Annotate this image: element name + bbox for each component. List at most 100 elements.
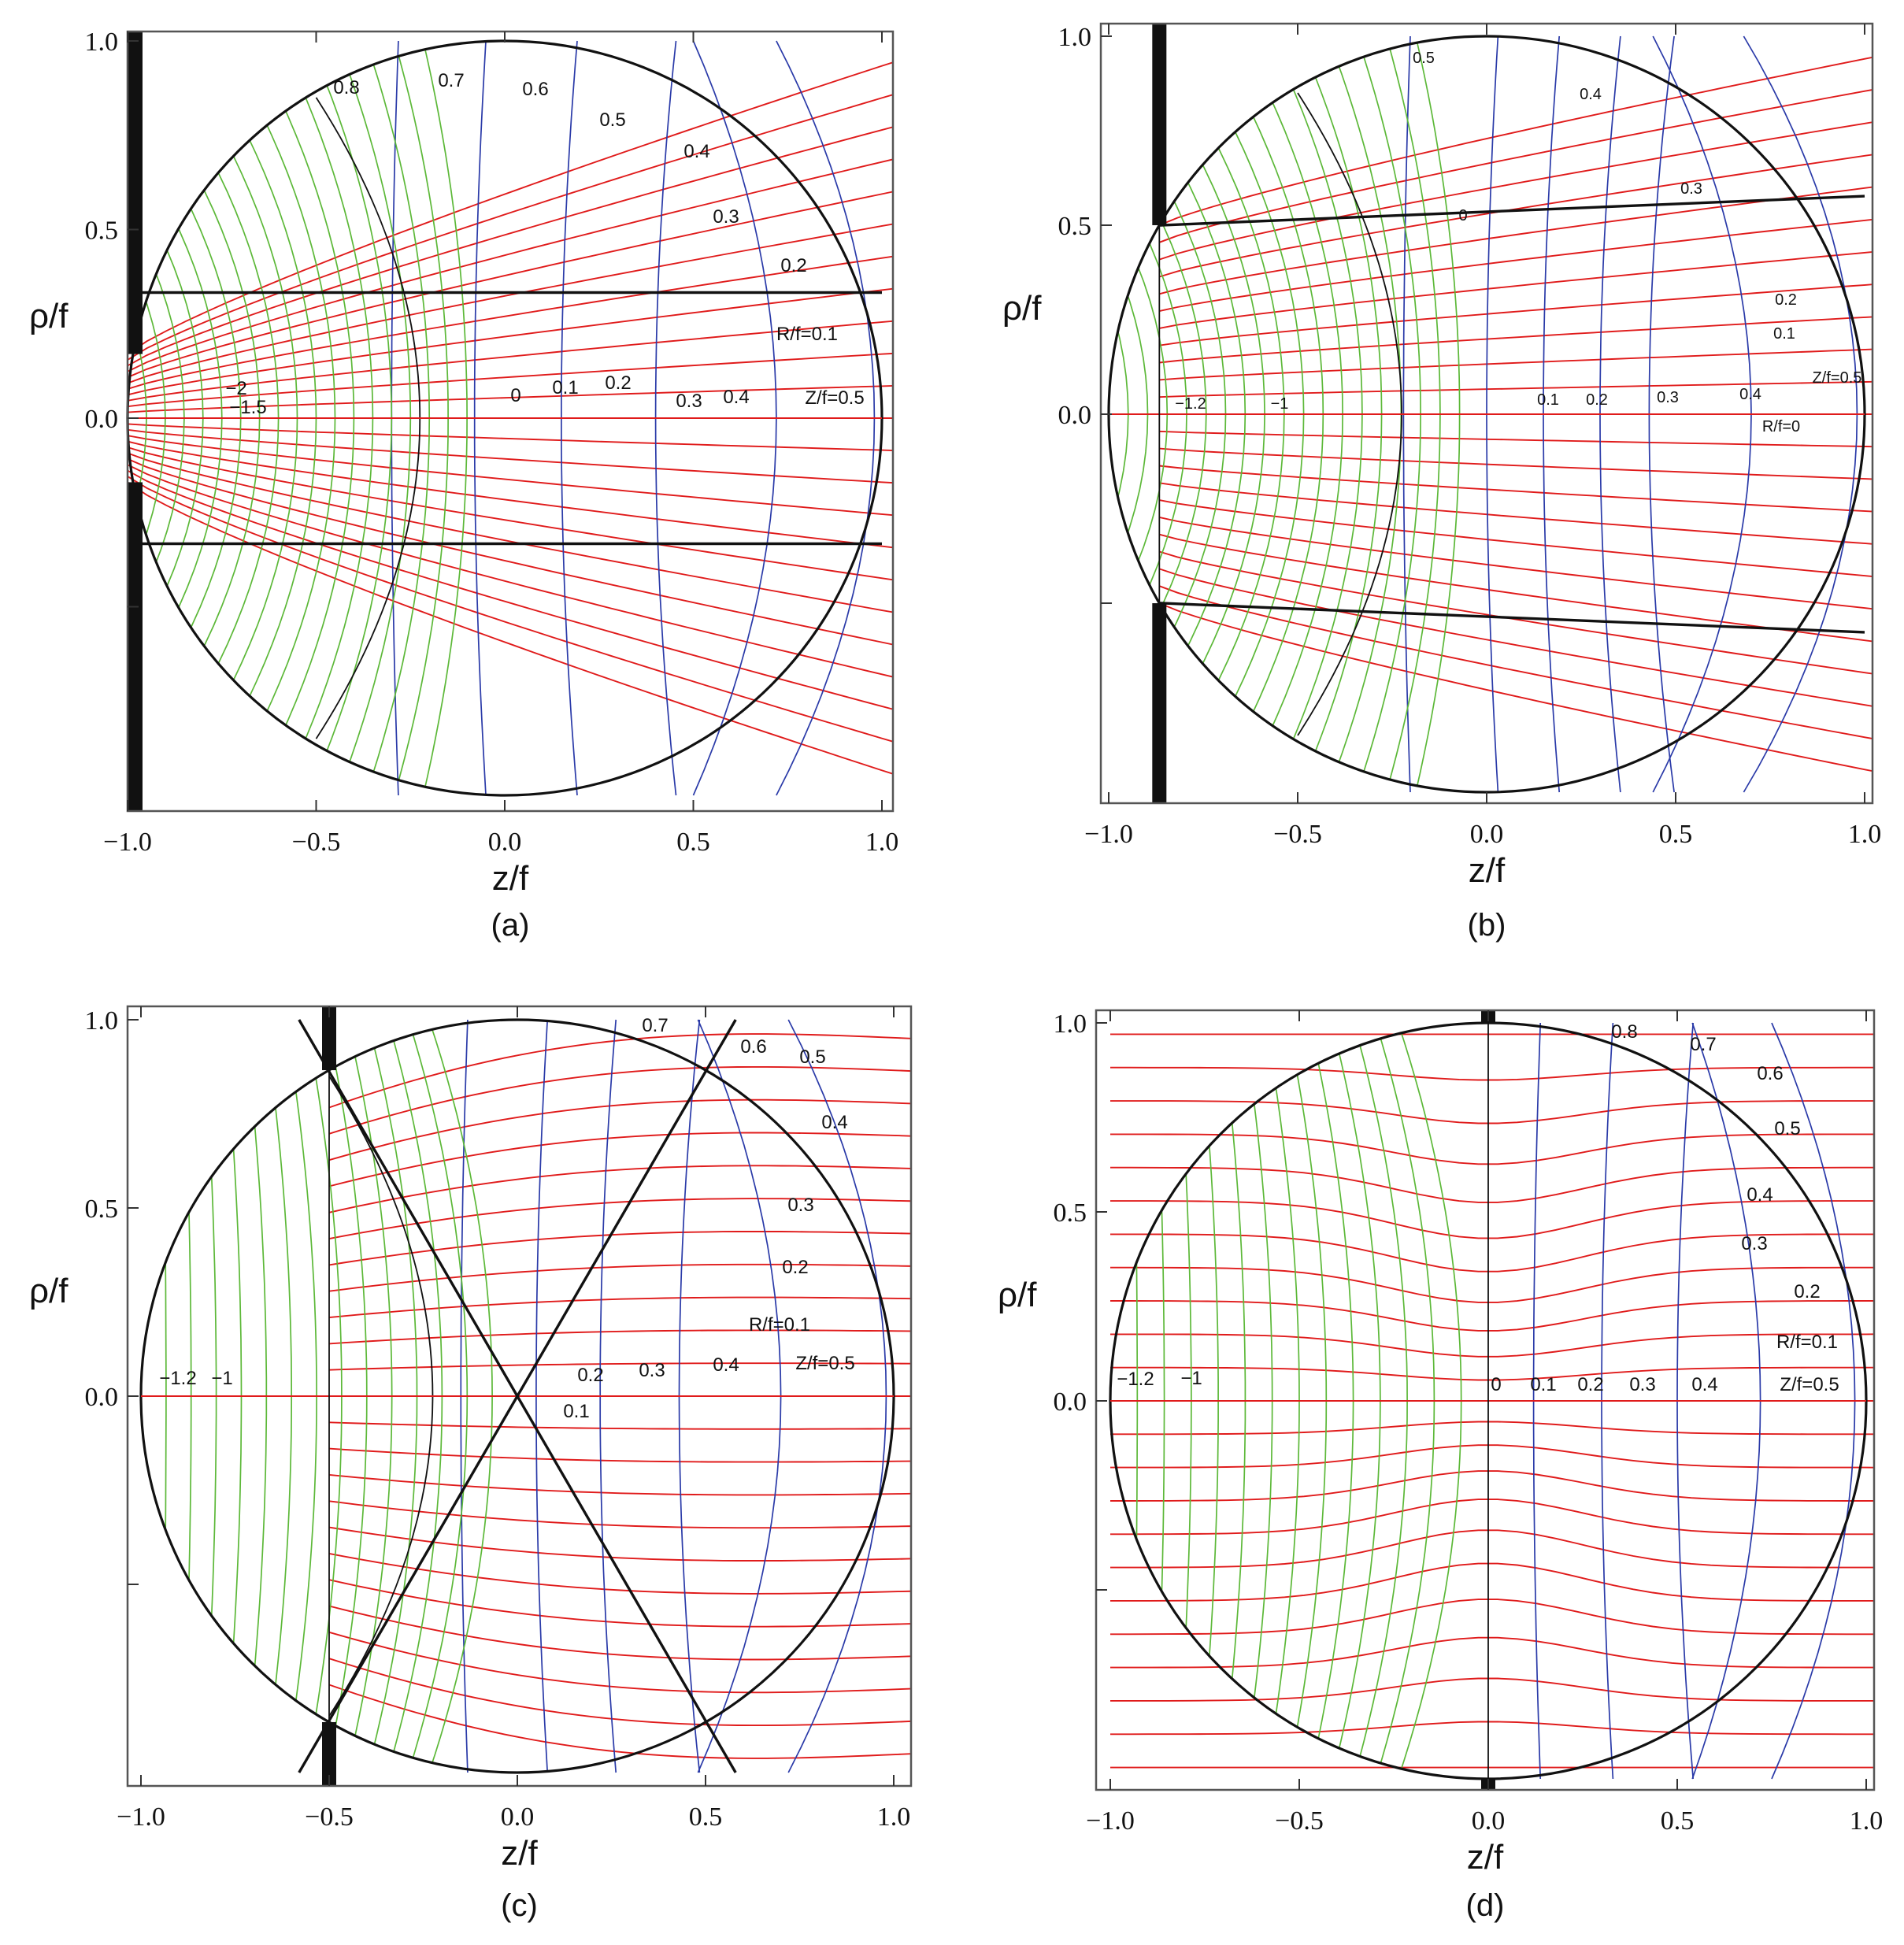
constant-r-curve [1110, 1421, 1874, 1436]
curve-annotation: Z/f=0.5 [1780, 1374, 1839, 1395]
constant-r-curve [1110, 1233, 1874, 1273]
constant-r-curve [328, 1198, 911, 1240]
curve-annotation: 0.4 [821, 1112, 847, 1133]
red-curve-set [1110, 1033, 1874, 1769]
curve-annotation: 0.3 [1680, 180, 1702, 198]
x-tick-label: −1.0 [1086, 1806, 1135, 1836]
constant-r-curve [128, 458, 893, 646]
x-tick-label: −1.0 [103, 828, 152, 857]
curve-annotation: R/f=0.1 [749, 1314, 810, 1336]
constant-r-curve [128, 384, 893, 413]
curve-annotation: −1.2 [1117, 1369, 1154, 1390]
constant-r-curve [1159, 568, 1873, 707]
constant-r-curve [1159, 482, 1873, 545]
curve-annotation: 0.3 [639, 1360, 665, 1381]
curve-annotation: 0.4 [1747, 1184, 1772, 1206]
constant-r-curve [1110, 1200, 1874, 1239]
constant-r-curve [128, 191, 893, 379]
inner-curve [1109, 36, 1129, 792]
screen-bar-lower [322, 1721, 336, 1786]
constant-r-curve [128, 94, 893, 361]
constant-r-curve [1110, 1066, 1874, 1081]
constant-r-curve [1159, 121, 1873, 261]
cone-line-lower [1159, 602, 1865, 634]
y-tick-label: 0.0 [85, 405, 119, 434]
screen-bar-upper [128, 31, 143, 354]
constant-r-curve [1110, 1333, 1874, 1358]
curve-annotation: 0.6 [522, 79, 548, 100]
constant-r-curve [328, 1658, 911, 1727]
curve-annotation: 0.5 [1413, 50, 1435, 67]
constant-r-curve [1159, 465, 1873, 513]
constant-r-curve [128, 440, 893, 549]
panel-caption: (b) [1468, 908, 1506, 943]
curve-annotation: −1.5 [229, 397, 266, 418]
curve-annotation: 0.3 [1741, 1233, 1767, 1254]
curve-annotation: −1.2 [159, 1368, 196, 1389]
curve-annotation: 0 [1458, 207, 1467, 224]
x-tick-label: −0.5 [1273, 820, 1322, 849]
constant-r-curve [328, 1579, 911, 1628]
constant-r-curve [128, 158, 893, 372]
constant-r-curve [1159, 516, 1873, 610]
y-tick-label: 0.5 [85, 217, 119, 246]
constant-r-curve [328, 1684, 911, 1759]
constant-r-curve [328, 1065, 911, 1135]
cone-line-upper [1159, 194, 1865, 227]
y-tick-label: 0.5 [1054, 1198, 1087, 1228]
curve-annotation: 0.5 [799, 1047, 825, 1068]
constant-r-curve [328, 1631, 911, 1694]
curve-annotation: 0 [510, 385, 520, 406]
x-tick-label: 0.0 [488, 828, 522, 857]
constant-r-curve [128, 223, 893, 384]
curve-annotation: 0.1 [1530, 1374, 1556, 1395]
curve-annotation: Z/f=0.5 [1813, 369, 1862, 387]
panel-caption: (a) [491, 908, 530, 943]
constant-r-curve [328, 1421, 911, 1430]
curve-annotation: 0.3 [787, 1195, 813, 1216]
y-tick-label: 0.0 [1054, 1387, 1087, 1417]
x-tick-label: 0.5 [1659, 820, 1693, 849]
curve-annotation: Z/f=0.5 [795, 1353, 854, 1374]
y-tick-label: 0.0 [1058, 401, 1092, 430]
x-axis-label: z/f [1469, 851, 1506, 890]
constant-r-curve [128, 61, 893, 355]
curve-annotation: 0.1 [552, 377, 578, 398]
curve-annotation: R/f=0 [1762, 418, 1800, 435]
constant-r-curve [1158, 89, 1873, 243]
curve-annotation: −2 [225, 378, 246, 399]
curve-annotation: 0.2 [605, 372, 631, 394]
curve-annotation: 0.2 [782, 1257, 808, 1278]
curve-annotation: 0.8 [333, 77, 359, 98]
x-axis-label: z/f [501, 1834, 538, 1873]
plot-frame [126, 30, 895, 813]
curve-annotation: 0.5 [599, 109, 625, 131]
constant-r-curve [1159, 380, 1873, 398]
curve-annotation: 0.4 [1691, 1374, 1717, 1395]
constant-r-curve [1110, 1444, 1874, 1469]
curve-annotation: 0.2 [780, 255, 806, 276]
screen-bar-upper [322, 1006, 336, 1071]
constant-r-curve [328, 1165, 911, 1213]
x-tick-label: 1.0 [1848, 820, 1882, 849]
constant-r-curve [128, 469, 893, 710]
curve-annotation: 0.3 [1629, 1374, 1655, 1395]
curve-annotation: 0.4 [713, 1354, 739, 1376]
curve-annotation: R/f=0.1 [1776, 1332, 1838, 1353]
constant-r-curve [128, 423, 893, 452]
constant-r-curve [328, 1362, 911, 1371]
curve-annotation: 0.4 [723, 387, 749, 408]
y-tick-label: 0.5 [85, 1195, 119, 1224]
constant-r-curve [1159, 499, 1873, 577]
constant-r-curve [1110, 1300, 1874, 1332]
curve-annotation: R/f=0.1 [776, 324, 838, 345]
curve-annotation: −1 [1180, 1368, 1202, 1389]
constant-r-curve [328, 1033, 911, 1109]
curve-annotation: −1 [211, 1368, 232, 1389]
constant-r-curve [1110, 1721, 1874, 1736]
panel-b: −1.0 −0.5 0.0 0.5 1.01.00.50.0z/fρ/f(b)0.50.… [1002, 22, 1882, 943]
panel-caption: (d) [1466, 1888, 1505, 1923]
y-tick-label: 1.0 [85, 1006, 119, 1035]
panel-c: −1.0 −0.5 0.0 0.5 1.01.00.50.0z/fρ/f(c)0.70.… [29, 1005, 913, 1923]
